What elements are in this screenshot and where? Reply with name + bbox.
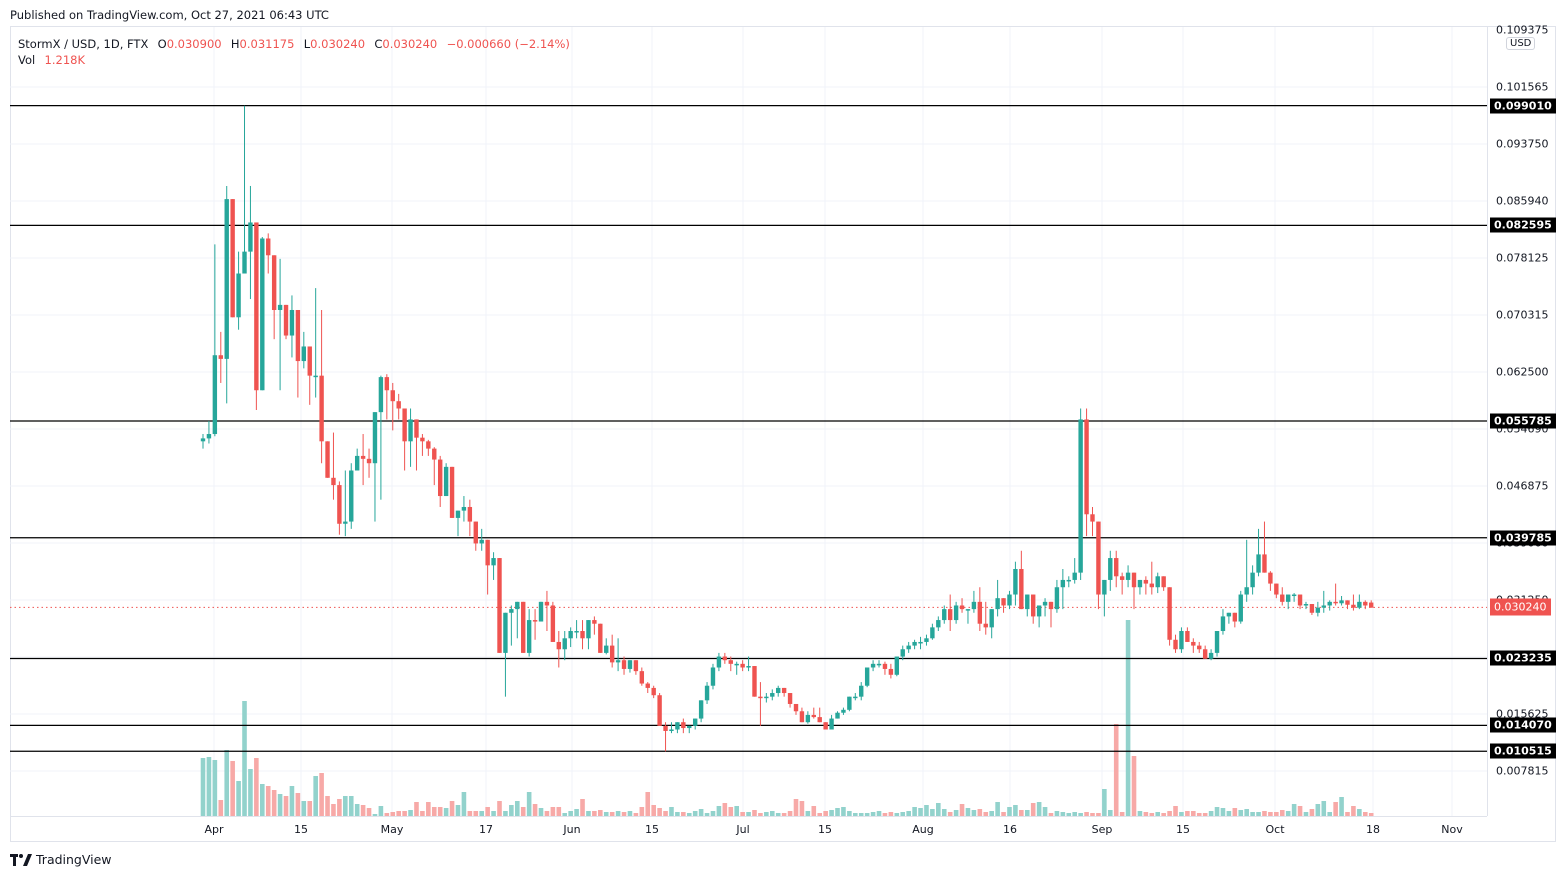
chart-legend: StormX / USD, 1D, FTX O0.030900 H0.03117… [18, 36, 572, 68]
level-price-label: 0.014070 [1490, 717, 1556, 733]
time-tick: Aug [912, 823, 934, 836]
chart-pane[interactable] [10, 27, 1487, 816]
time-tick: Jun [563, 823, 581, 836]
price-tick: 0.007815 [1496, 764, 1549, 778]
time-tick: May [380, 823, 404, 836]
level-price-label: 0.023235 [1490, 650, 1556, 666]
price-axis[interactable]: 0.101565 0.093750 0.085940 0.078125 0.070315… [1487, 23, 1556, 816]
close-value: 0.030240 [382, 37, 438, 51]
time-tick: 15 [1176, 823, 1190, 836]
low-label: L [303, 37, 311, 51]
last-price-label: 0.030240 [1490, 598, 1551, 616]
currency-badge[interactable]: USD [1506, 37, 1536, 50]
brand-name: TradingView [36, 852, 112, 867]
level-price-label: 0.082595 [1490, 217, 1556, 233]
price-tick: 0.062500 [1496, 365, 1549, 379]
low-value: 0.030240 [310, 37, 366, 51]
price-tick: 0.093750 [1496, 137, 1549, 151]
volume-value: 1.218K [44, 53, 85, 67]
high-value: 0.031175 [239, 37, 295, 51]
volume-label: Vol [18, 53, 36, 67]
price-tick: 0.046875 [1496, 479, 1549, 493]
tradingview-logo-icon [10, 853, 32, 866]
time-axis[interactable]: Apr 15 May 17 Jun 15 Jul 15 Aug 16 Sep 15 Oct 18 Nov [10, 816, 1487, 843]
time-tick: 18 [1366, 823, 1380, 836]
volume-row: Vol 1.218K [18, 52, 572, 68]
published-info: Published on TradingView.com, Oct 27, 20… [10, 8, 329, 22]
time-tick: Apr [204, 823, 224, 836]
level-price-label: 0.039785 [1490, 530, 1556, 546]
price-tick: 0.070315 [1496, 308, 1549, 322]
symbol-label[interactable]: StormX / USD, 1D, FTX [18, 37, 149, 51]
chart-frame [10, 26, 1556, 842]
level-price-label: 0.055785 [1490, 413, 1556, 429]
time-tick: 15 [294, 823, 308, 836]
close-label: C [374, 37, 383, 51]
time-tick: 15 [818, 823, 832, 836]
level-price-label: 0.099010 [1490, 98, 1556, 114]
price-tick-top: 0.109375 [1496, 23, 1549, 37]
time-tick: 16 [1003, 823, 1017, 836]
time-tick: Nov [1441, 823, 1463, 836]
price-tick: 0.078125 [1496, 251, 1549, 265]
time-tick: Jul [736, 823, 750, 836]
level-price-label: 0.010515 [1490, 743, 1556, 759]
price-chart[interactable] [10, 27, 1487, 816]
price-tick: 0.015625 [1496, 707, 1549, 721]
time-tick: 15 [645, 823, 659, 836]
time-tick: 17 [479, 823, 493, 836]
high-label: H [230, 37, 240, 51]
price-tick: 0.101565 [1496, 80, 1549, 94]
change-value: −0.000660 (−2.14%) [446, 37, 570, 51]
price-tick: 0.085940 [1496, 194, 1549, 208]
open-value: 0.030900 [166, 37, 222, 51]
time-tick: Oct [1265, 823, 1285, 836]
ohlc-row: StormX / USD, 1D, FTX O0.030900 H0.03117… [18, 36, 572, 52]
tradingview-brand[interactable]: TradingView [10, 852, 112, 867]
open-label: O [157, 37, 167, 51]
time-tick: Sep [1091, 823, 1113, 836]
